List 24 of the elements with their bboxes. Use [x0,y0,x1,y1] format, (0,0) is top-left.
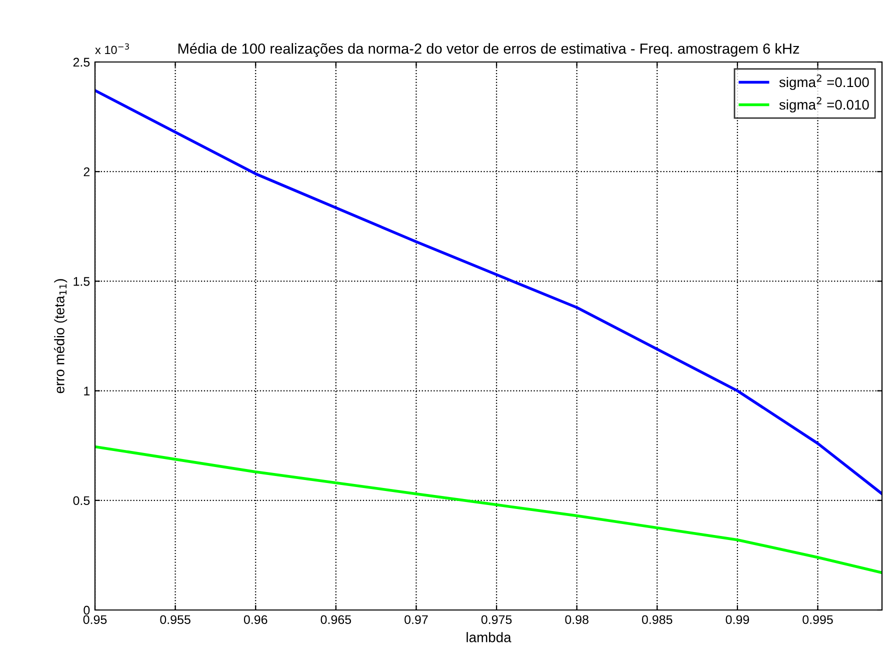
x-axis-title: lambda [466,632,512,642]
x-tick-label: 0.99 [726,615,750,624]
y-tick-label: 2.5 [73,58,90,67]
x-tick-label: 0.96 [244,615,268,624]
x-tick-label: 0.98 [565,615,588,624]
x-tick-label: 0.965 [320,615,352,624]
line-series [95,445,882,574]
legend-label: sigma$^{2}$ =0.010 [779,97,869,112]
chart-title: Média de 100 realizações da norma-2 do vetor de erros de estimativa - Freq. amostragem 6 kHz [178,42,800,57]
y-tick-label: 1.5 [74,277,90,286]
line-series [95,89,882,496]
y-axis-title: erro médio (teta$_{11}$) [54,279,68,394]
x-tick-label: 0.975 [481,615,512,624]
x-tick-label: 0.985 [642,615,672,624]
y-tick-label: 1 [84,386,90,396]
legend-label: sigma$^{2}$ =0.100 [779,74,869,90]
x-tick-label: 0.995 [802,615,833,624]
y-tick-label: 0 [84,606,90,615]
text: x 10$^{−3}$ [95,43,129,54]
x-tick-label: 0.95 [83,615,107,624]
y-tick-label: 0.5 [73,496,90,506]
x-tick-label: 0.955 [160,615,190,624]
y-tick-label: 2 [84,167,90,176]
x-tick-label: 0.97 [404,615,428,624]
